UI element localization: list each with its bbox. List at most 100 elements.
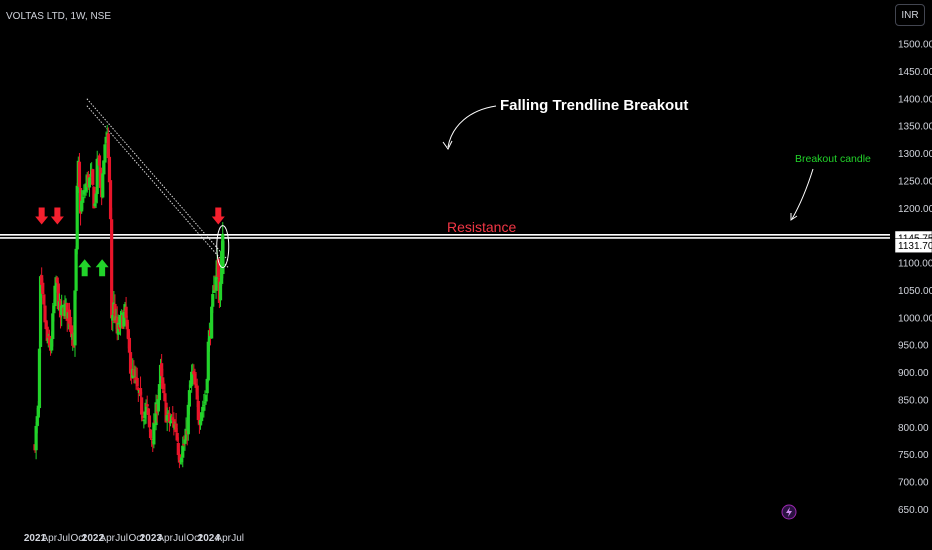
candle-body xyxy=(65,302,69,321)
candle-body xyxy=(44,320,48,327)
candle-body xyxy=(207,330,212,343)
candle-body xyxy=(107,156,112,183)
price-label-box xyxy=(894,238,932,253)
candle-body xyxy=(161,377,165,390)
candle-body xyxy=(53,285,57,307)
candle-body xyxy=(210,306,214,339)
candle-body xyxy=(98,167,103,188)
candle-body xyxy=(168,421,173,424)
candle-body xyxy=(192,371,196,375)
candle-body xyxy=(73,290,77,346)
candle-body xyxy=(118,314,123,328)
candle-body xyxy=(94,193,98,203)
candle-body xyxy=(195,385,199,400)
candle-body xyxy=(141,415,145,419)
resistance-group xyxy=(0,233,890,239)
price-axis[interactable]: 650.00 700.00 750.00 800.00 850.00 900.00 950.… xyxy=(898,40,932,516)
candle-body xyxy=(143,411,147,419)
breakout-label-arrow xyxy=(791,168,814,220)
candle-body xyxy=(108,180,113,220)
candle-body xyxy=(140,397,144,415)
candle-body xyxy=(45,326,49,341)
candle-body xyxy=(136,388,140,391)
candle-body xyxy=(182,443,186,446)
candles-group xyxy=(33,124,225,469)
candle-body xyxy=(80,200,84,212)
y-tick-label: 1050.00 xyxy=(898,286,932,297)
x-tick-label: Jul xyxy=(57,533,70,544)
x-tick-label: Apr xyxy=(42,533,58,544)
candle-body xyxy=(132,369,136,376)
candle-body xyxy=(40,275,44,285)
arrows-group xyxy=(35,207,225,277)
candle-body xyxy=(206,341,210,381)
candle-body xyxy=(174,423,178,433)
x-tick-label: Oct xyxy=(71,533,87,544)
candle-body xyxy=(163,393,167,402)
candle-body xyxy=(60,305,64,316)
y-tick-label: 1500.00 xyxy=(898,40,932,51)
candle-body xyxy=(198,419,203,425)
x-tick-label: Oct xyxy=(128,533,144,544)
candle-body xyxy=(190,371,194,385)
candle-body xyxy=(106,133,110,159)
candle-body xyxy=(135,378,139,387)
y-tick-label: 900.00 xyxy=(898,368,929,379)
breakout-label-arrowhead xyxy=(790,213,798,221)
candle-body xyxy=(183,439,187,444)
x-tick-label: Apr xyxy=(99,533,115,544)
x-tick-label: 2021 xyxy=(24,533,47,544)
candle-body xyxy=(138,388,143,395)
resistance-label: Resistance xyxy=(447,219,516,235)
candle-body xyxy=(181,445,185,458)
candle-body xyxy=(92,187,96,209)
candle-body xyxy=(162,390,166,394)
candle-body xyxy=(104,136,108,143)
candle-body xyxy=(51,313,55,339)
candle-body xyxy=(147,415,152,428)
y-tick-label: 650.00 xyxy=(898,505,929,516)
y-tick-label: 1400.00 xyxy=(898,94,932,105)
candle-body xyxy=(156,399,160,412)
x-tick-label: 2022 xyxy=(82,533,105,544)
y-tick-label: 1350.00 xyxy=(898,122,932,133)
candle-body xyxy=(202,404,206,407)
y-tick-label: 1100.00 xyxy=(898,259,932,270)
candle-body xyxy=(160,363,164,377)
symbol-label: VOLTAS LTD, 1W, NSE xyxy=(6,11,111,22)
candle-body xyxy=(216,259,220,278)
candle-body xyxy=(83,191,87,193)
candle-body xyxy=(142,420,146,422)
up-arrow-icon xyxy=(95,259,109,277)
candle-body xyxy=(175,432,179,441)
annotations-group: Falling Trendline Breakout Resistance Brea… xyxy=(216,97,871,269)
candle-body xyxy=(187,390,192,407)
candle-body xyxy=(188,384,193,388)
candle-body xyxy=(148,429,153,439)
y-tick-label: 1300.00 xyxy=(898,149,932,160)
candle-body xyxy=(145,404,149,407)
candle-body xyxy=(172,419,176,428)
candle-body xyxy=(150,438,154,440)
candle-body xyxy=(127,337,132,353)
breakout-candle-body xyxy=(220,241,225,274)
candle-body xyxy=(167,413,172,423)
candle-body xyxy=(125,319,129,330)
candle-body xyxy=(97,155,102,166)
x-tick-label: Apr xyxy=(215,533,231,544)
candle-body xyxy=(42,294,46,305)
candle-body xyxy=(196,400,200,421)
currency-button[interactable]: INR xyxy=(895,4,925,26)
candle-body xyxy=(111,314,115,321)
candle-body xyxy=(180,458,184,463)
time-axis-background xyxy=(0,527,890,550)
candle-body xyxy=(204,395,208,402)
candle-body xyxy=(101,173,105,198)
x-tick-label: Jul xyxy=(231,533,244,544)
y-tick-label: 750.00 xyxy=(898,450,929,461)
candle-body xyxy=(67,309,72,324)
candle-body xyxy=(177,454,182,463)
y-tick-label: 700.00 xyxy=(898,478,929,489)
